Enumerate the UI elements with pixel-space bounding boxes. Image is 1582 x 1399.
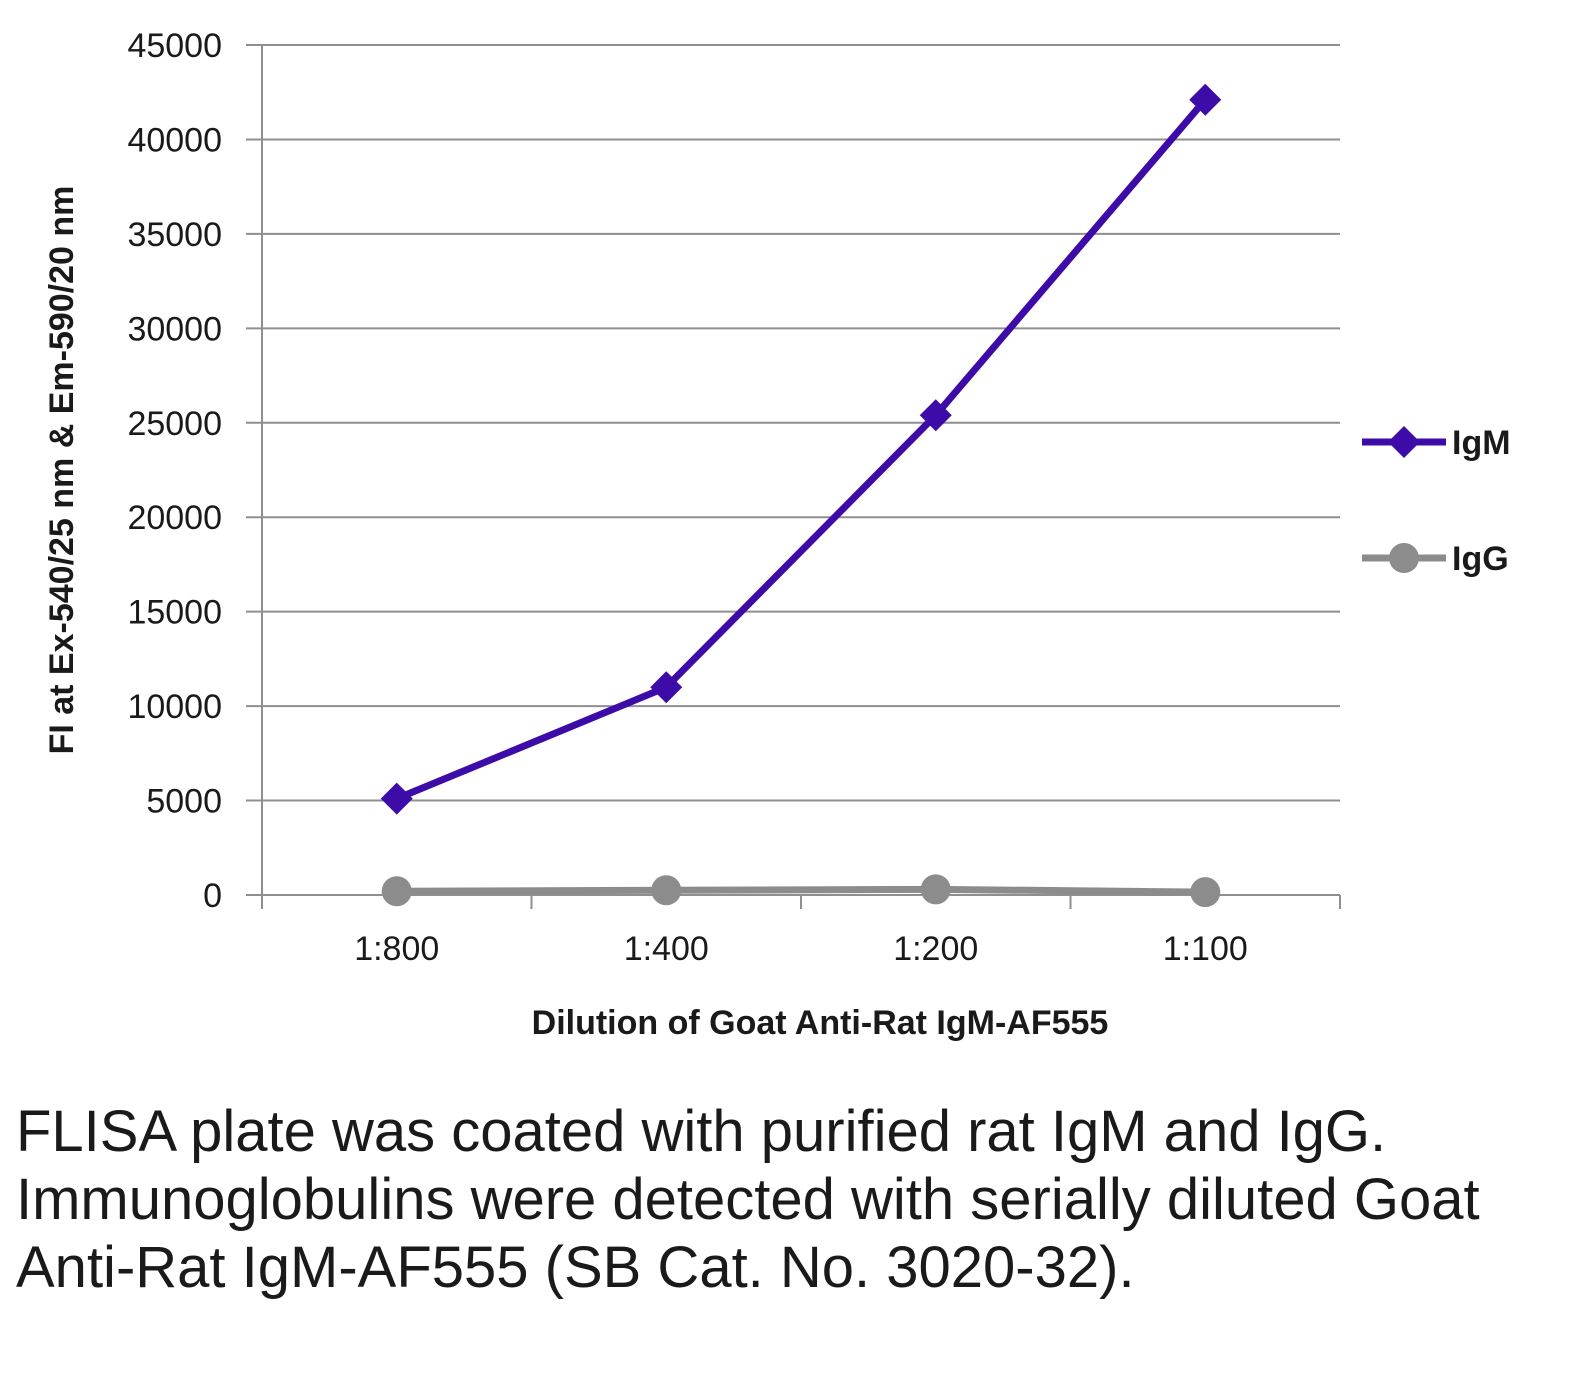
y-tick-label: 45000 (127, 27, 222, 65)
x-tick-label: 1:200 (893, 930, 978, 968)
series-igg (381, 874, 1221, 908)
legend-marker (1388, 426, 1420, 458)
y-tick-label: 40000 (127, 121, 222, 159)
y-tick-label: 0 (203, 877, 222, 915)
chart: 0 5000 10000 15000 20000 25000 30000 35000 40000… (43, 27, 1511, 1042)
legend-item-igg: IgG (1362, 540, 1509, 578)
legend-label: IgG (1452, 540, 1509, 578)
y-axis-title: FI at Ex-540/25 nm & Em-590/20 nm (43, 186, 81, 755)
y-tick-label: 10000 (127, 688, 222, 726)
y-tick-label: 20000 (127, 499, 222, 537)
legend-label: IgM (1452, 424, 1511, 462)
data-point-igg (920, 874, 951, 905)
series-igm (380, 83, 1222, 815)
series-line-igm (395, 97, 1208, 802)
y-tick-label: 30000 (127, 310, 222, 348)
data-point-igm (1189, 83, 1222, 116)
legend-item-igm: IgM (1362, 424, 1511, 462)
data-point-igg (1190, 877, 1221, 908)
y-tick-label: 35000 (127, 216, 222, 254)
x-axis-title: Dilution of Goat Anti-Rat IgM-AF555 (532, 1004, 1109, 1042)
data-point-igg (381, 876, 412, 907)
data-point-igm (650, 671, 683, 704)
figure-caption: FLISA plate was coated with purified rat… (16, 1099, 1480, 1300)
legend-marker (1389, 543, 1419, 573)
x-tick-label: 1:800 (354, 930, 439, 968)
y-tick-label: 15000 (127, 594, 222, 632)
data-point-igm (380, 782, 413, 815)
x-tick-label: 1:400 (624, 930, 709, 968)
legend: IgM IgG (1362, 424, 1511, 578)
series-layer (380, 83, 1222, 908)
axes: 0 5000 10000 15000 20000 25000 30000 35000 40000… (127, 27, 1341, 968)
gridlines (246, 44, 1340, 802)
series-line-igg (396, 885, 1206, 896)
y-tick-label: 25000 (127, 405, 222, 443)
x-tick-label: 1:100 (1163, 930, 1248, 968)
y-tick-label: 5000 (146, 783, 222, 821)
data-point-igm (919, 399, 952, 432)
data-point-igg (651, 875, 682, 906)
